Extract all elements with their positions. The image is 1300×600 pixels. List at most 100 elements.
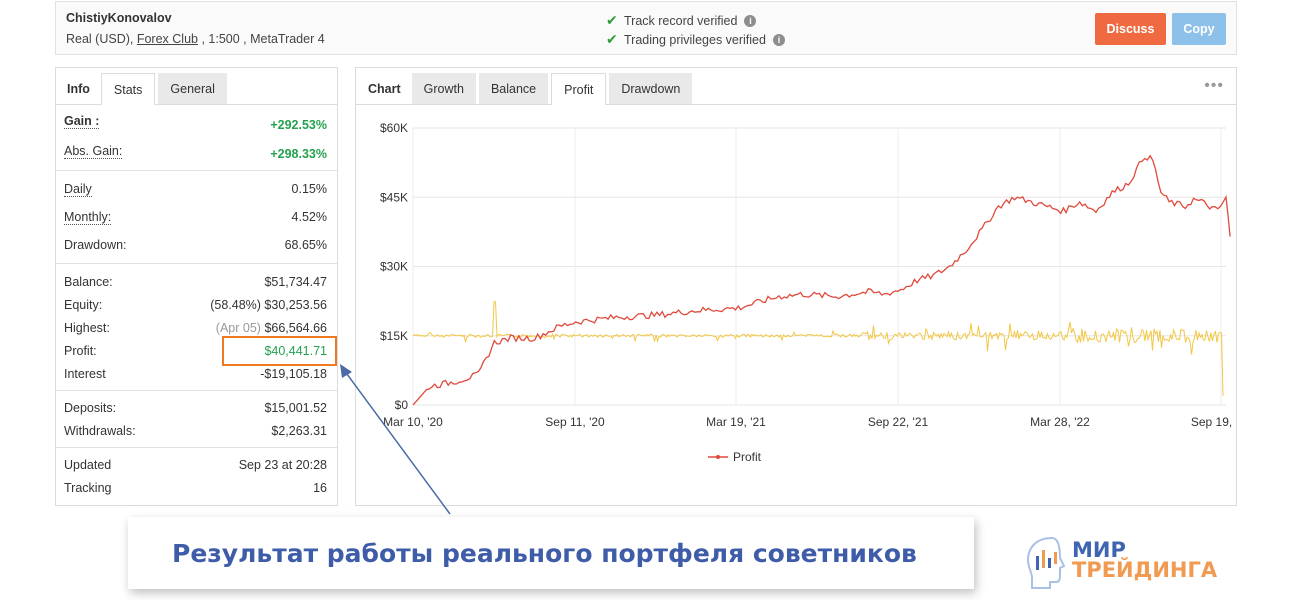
stat-label: Tracking	[64, 481, 112, 495]
x-tick-label: Mar 10, '20	[383, 415, 443, 429]
stat-label[interactable]: Daily	[64, 182, 92, 197]
stat-deposits: Deposits: $15,001.52	[56, 396, 337, 419]
head-chart-icon	[1026, 536, 1066, 589]
more-options-icon[interactable]: •••	[1204, 77, 1224, 94]
legend-marker	[716, 455, 720, 459]
stat-value: 0.15%	[291, 182, 327, 196]
yellow-series-line	[412, 301, 1224, 396]
stats-group-meta: Updated Sep 23 at 20:28 Tracking 16	[56, 448, 337, 499]
stat-highest: Highest: (Apr 05) $66,564.66	[56, 316, 337, 339]
stat-value: (Apr 05) $66,564.66	[216, 321, 327, 335]
stat-label: Withdrawals:	[64, 424, 136, 438]
check-icon: ✔	[606, 31, 618, 47]
stat-value: $15,001.52	[264, 401, 327, 415]
account-name: ChistiyKonovalov	[66, 11, 172, 25]
stat-drawdown: Drawdown: 68.65%	[56, 233, 337, 257]
tab-profit[interactable]: Profit	[551, 73, 607, 105]
tab-general[interactable]: General	[158, 73, 227, 104]
stat-label: Deposits:	[64, 401, 117, 415]
stats-tabs: Info Stats General	[56, 68, 337, 105]
x-tick-label: Sep 19, '22	[1191, 415, 1236, 429]
stat-value: +292.53%	[270, 118, 327, 132]
trading-privileges-verified: ✔ Trading privileges verified i	[606, 30, 785, 49]
stat-value: $51,734.47	[264, 275, 327, 289]
stat-gain: Gain : +292.53%	[56, 109, 337, 139]
stat-monthly: Monthly: 4.52%	[56, 205, 337, 233]
stats-panel: Info Stats General Gain : +292.53% Abs. …	[55, 67, 338, 506]
stat-value: (58.48%) $30,253.56	[210, 298, 327, 312]
stats-list: Gain : +292.53% Abs. Gain: +298.33% Dail…	[56, 106, 337, 499]
logo-line-2: ТРЕЙДИНГА	[1072, 558, 1218, 582]
pointer-arrow	[340, 364, 451, 515]
stat-label: Drawdown:	[64, 238, 127, 252]
logo: МИР ТРЕЙДИНГА	[1022, 532, 1217, 592]
tab-growth[interactable]: Growth	[411, 73, 476, 104]
x-tick-label: Sep 22, '21	[868, 415, 929, 429]
account-leverage-platform: , 1:500 , MetaTrader 4	[197, 32, 325, 46]
info-icon[interactable]: i	[772, 33, 785, 46]
y-tick-label: $30K	[380, 260, 408, 274]
stat-label: Balance:	[64, 275, 113, 289]
stat-value: 4.52%	[291, 210, 327, 224]
stats-group-balance: Balance: $51,734.47 Equity: (58.48%) $30…	[56, 264, 337, 391]
tab-balance[interactable]: Balance	[478, 73, 549, 104]
tab-chart[interactable]: Chart	[368, 81, 401, 96]
stat-label: Updated	[64, 458, 112, 472]
profit-highlight-box	[222, 336, 337, 366]
caption-banner: Результат работы реального портфеля сове…	[128, 517, 974, 589]
stat-value: $40,441.71	[264, 344, 327, 358]
x-tick-label: Mar 19, '21	[706, 415, 766, 429]
account-header: ChistiyKonovalov Real (USD), Forex Club …	[55, 1, 1237, 55]
copy-button[interactable]: Copy	[1172, 13, 1226, 45]
legend-label: Profit	[733, 450, 762, 464]
broker-link[interactable]: Forex Club	[136, 32, 198, 46]
track-record-verified: ✔ Track record verified i	[606, 11, 785, 30]
x-tick-label: Sep 11, '20	[545, 415, 605, 429]
y-tick-label: $60K	[380, 121, 408, 135]
stat-abs-gain: Abs. Gain: +298.33%	[56, 139, 337, 166]
y-tick-label: $15K	[380, 329, 408, 343]
stat-label[interactable]: Gain :	[64, 114, 100, 129]
tab-info[interactable]: Info	[67, 81, 90, 96]
verification-label: Trading privileges verified	[624, 32, 766, 47]
stat-value: 68.65%	[284, 238, 327, 252]
profit-chart: $0 $15K $30K $45K $60K Mar 10, '20 Sep 11, '20…	[380, 121, 1236, 464]
check-icon: ✔	[606, 12, 618, 28]
account-details: Real (USD), Forex Club , 1:500 , MetaTra…	[66, 32, 325, 46]
info-icon[interactable]: i	[744, 14, 757, 27]
stat-equity: Equity: (58.48%) $30,253.56	[56, 293, 337, 316]
logo-line-1: МИР	[1072, 538, 1126, 562]
caption-text: Результат работы реального портфеля сове…	[172, 539, 917, 568]
stat-value: +298.33%	[270, 147, 327, 161]
stat-value: 16	[313, 481, 327, 495]
stats-group-cashflow: Deposits: $15,001.52 Withdrawals: $2,263…	[56, 391, 337, 448]
tab-drawdown[interactable]: Drawdown	[609, 73, 693, 104]
stat-daily: Daily 0.15%	[56, 177, 337, 205]
stat-label[interactable]: Monthly:	[64, 210, 112, 225]
discuss-button[interactable]: Discuss	[1095, 13, 1166, 45]
stat-label: Highest:	[64, 321, 110, 335]
y-tick-label: $0	[395, 398, 409, 412]
stat-label: Profit:	[64, 344, 97, 358]
stat-label: Equity:	[64, 298, 103, 312]
tab-stats[interactable]: Stats	[100, 73, 156, 105]
chart-panel: Chart Growth Balance Profit Drawdown •••…	[355, 67, 1237, 506]
profit-series-line	[412, 154, 1231, 406]
highest-date: (Apr 05)	[215, 321, 261, 335]
verification-list: ✔ Track record verified i ✔ Trading priv…	[606, 11, 785, 49]
account-type: Real (USD),	[66, 32, 137, 46]
highest-amount: $66,564.66	[264, 321, 327, 335]
x-tick-label: Mar 28, '22	[1030, 415, 1090, 429]
stat-label[interactable]: Abs. Gain:	[64, 144, 123, 159]
y-tick-label: $45K	[380, 190, 408, 204]
stat-interest: Interest -$19,105.18	[56, 362, 337, 385]
stat-updated: Updated Sep 23 at 20:28	[56, 453, 337, 476]
stat-tracking: Tracking 16	[56, 476, 337, 499]
stat-balance: Balance: $51,734.47	[56, 270, 337, 293]
verification-label: Track record verified	[624, 13, 738, 28]
stat-value: -$19,105.18	[260, 367, 327, 381]
stat-profit: Profit: $40,441.71	[56, 339, 337, 362]
stats-group-gain: Gain : +292.53% Abs. Gain: +298.33%	[56, 106, 337, 171]
chart-tabs: Chart Growth Balance Profit Drawdown •••	[356, 68, 1236, 105]
stat-value: $2,263.31	[271, 424, 327, 438]
